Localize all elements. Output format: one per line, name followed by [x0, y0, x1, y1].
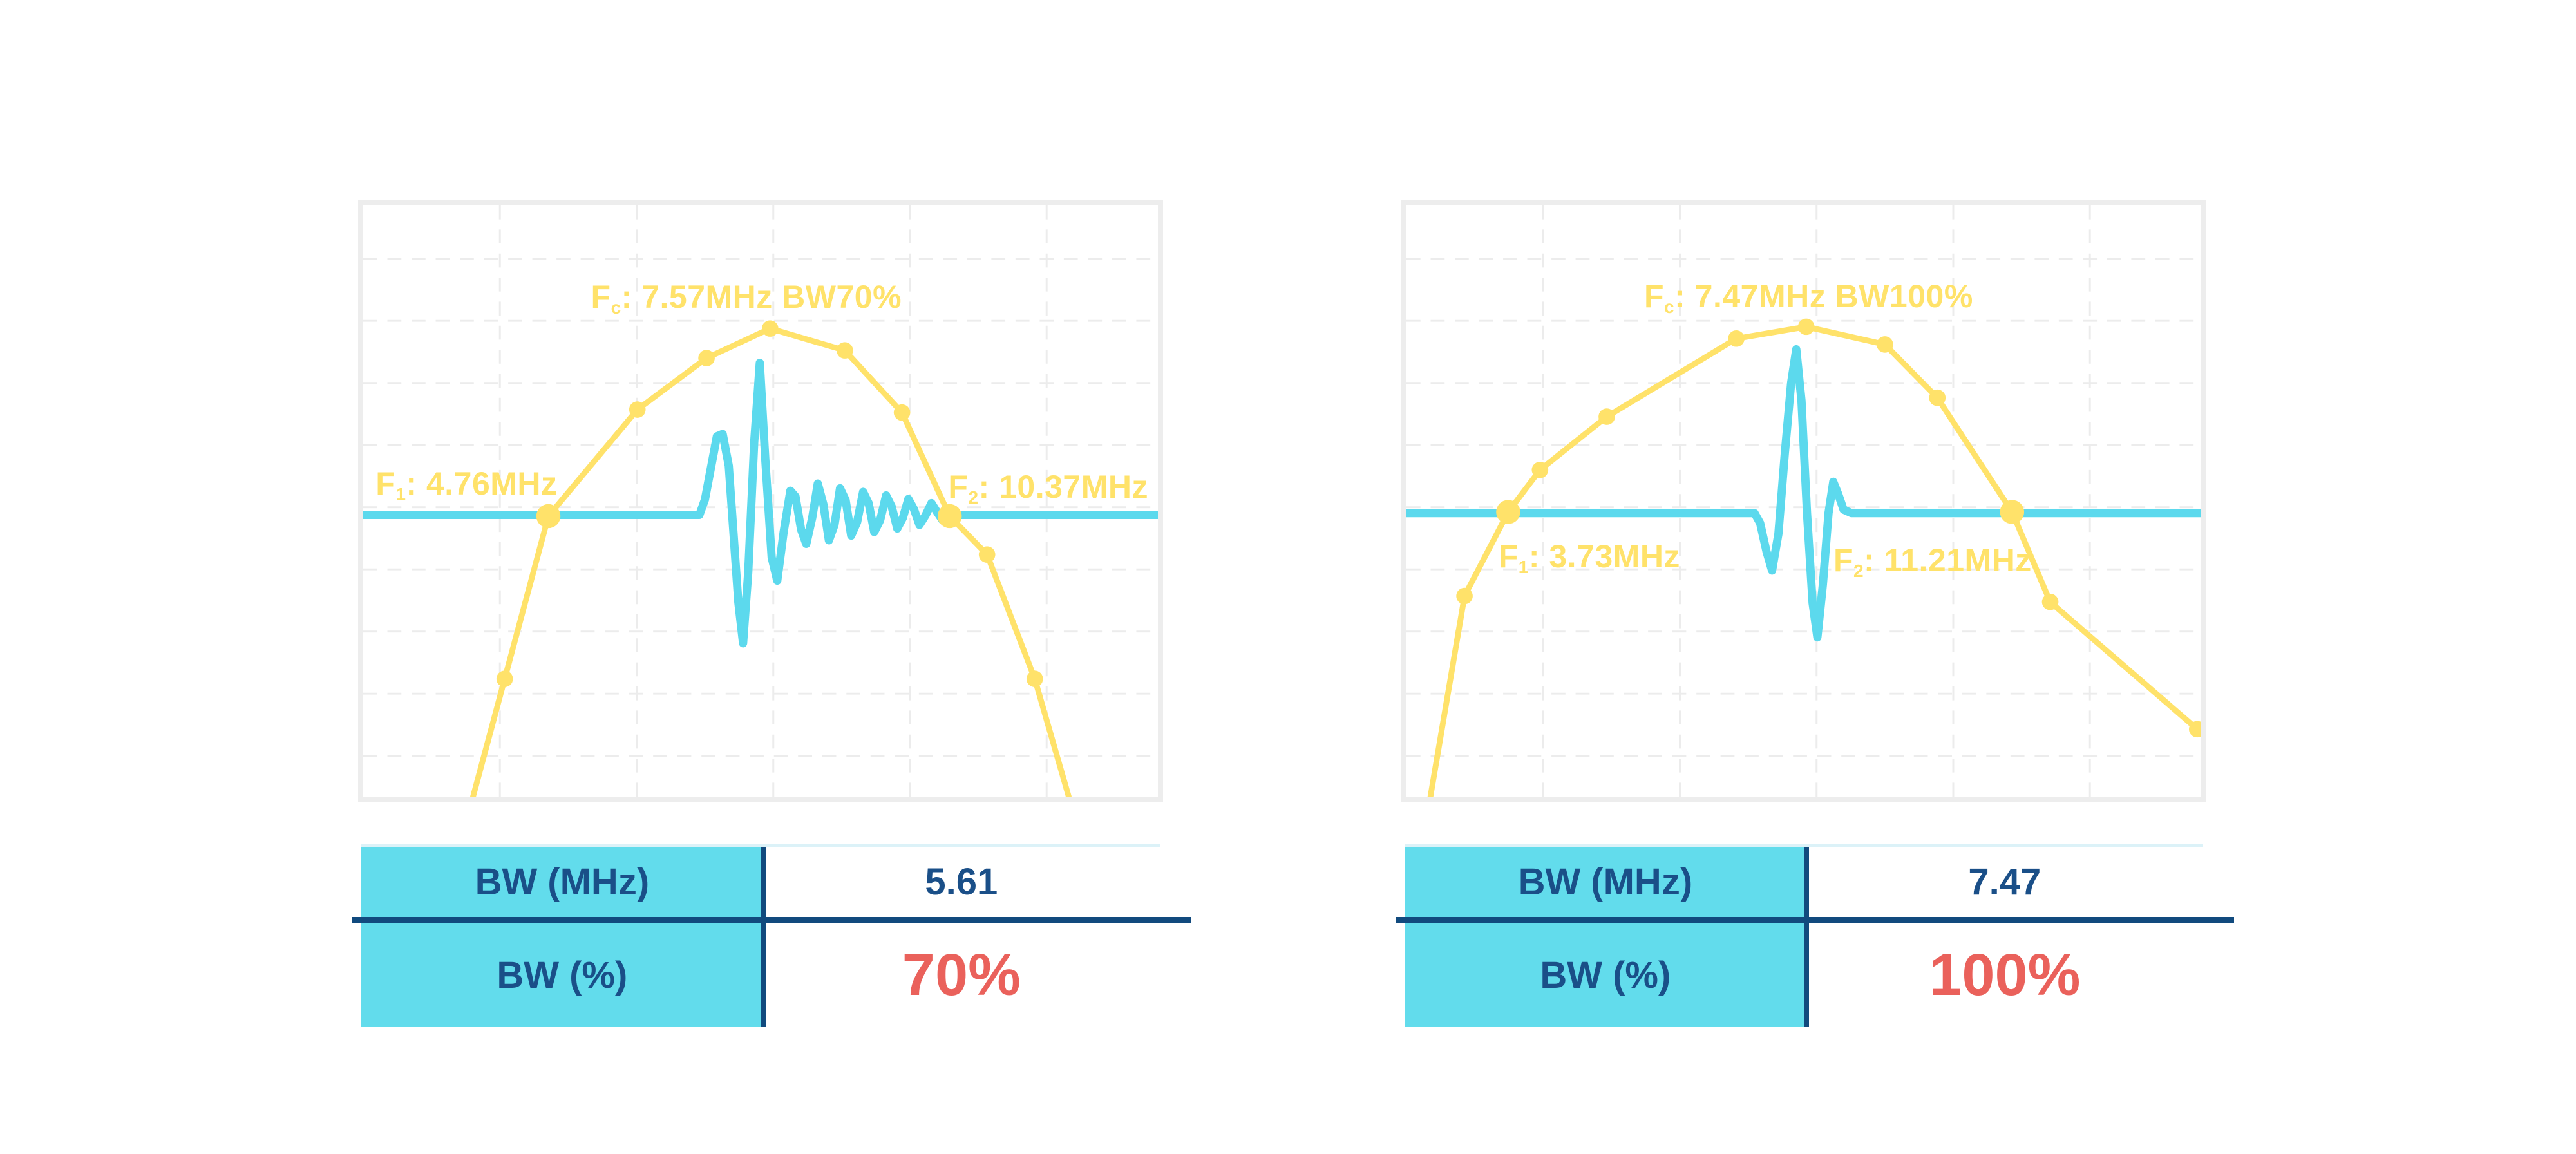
- bw-mhz-value-cell: 5.61: [762, 847, 1160, 917]
- pulse-waveform: [1406, 345, 2201, 642]
- pulse-waveform: [363, 359, 1158, 648]
- table-top-border: [361, 844, 1160, 847]
- f-symbol: F: [591, 278, 611, 315]
- data-point-dot: [1598, 408, 1615, 425]
- bw-table-70: BW (MHz) 5.61 BW (%) 70%: [352, 844, 1191, 1027]
- center-frequency-text: : 7.47MHz BW100%: [1674, 278, 1973, 314]
- f-subscript: 2: [968, 487, 979, 507]
- bandwidth-crossing-dot: [1496, 500, 1520, 524]
- f-symbol: F: [948, 468, 969, 505]
- bw-percent-label: BW (%): [497, 954, 628, 996]
- plot-svg: [363, 205, 1158, 797]
- f2-text: : 11.21MHz: [1864, 542, 2032, 579]
- data-point-dot: [2189, 721, 2201, 738]
- panel-bw70: Fc: 7.57MHz BW70% F1: 4.76MHz F2: 10.37M…: [352, 200, 1191, 1027]
- data-point-dot: [893, 404, 911, 421]
- bw-mhz-value-cell: 7.47: [1806, 847, 2203, 917]
- bw-percent-value-cell: 100%: [1806, 923, 2203, 1027]
- f-subscript: 1: [1518, 556, 1529, 577]
- data-point-dot: [629, 401, 646, 418]
- f2-text: : 10.37MHz: [978, 468, 1148, 505]
- bw-mhz-label: BW (MHz): [1518, 861, 1693, 903]
- spectrum-chart-bw100: Fc: 7.47MHz BW100% F1: 3.73MHz F2: 11.21…: [1401, 200, 2206, 802]
- data-point-dot: [1929, 389, 1946, 406]
- bw-mhz-label-cell: BW (MHz): [1405, 847, 1806, 917]
- f-symbol: F: [1643, 278, 1665, 314]
- f1-text: : 3.73MHz: [1528, 538, 1680, 574]
- table-top-border: [1405, 844, 2203, 847]
- data-point-dot: [761, 320, 779, 337]
- data-point-dot: [1797, 318, 1815, 336]
- panel-bw100: Fc: 7.47MHz BW100% F1: 3.73MHz F2: 11.21…: [1396, 200, 2234, 1027]
- bw-percent-value-cell: 70%: [762, 923, 1160, 1027]
- bw-percent-label-cell: BW (%): [1405, 923, 1806, 1027]
- data-point-dot: [496, 670, 513, 687]
- f1-label: F1: 4.76MHz: [375, 465, 558, 504]
- f-subscript: c: [611, 297, 621, 317]
- data-point-dot: [1877, 336, 1893, 353]
- center-frequency-text: : 7.57MHz BW70%: [621, 278, 902, 315]
- f-subscript: 2: [1853, 561, 1864, 582]
- plot-svg: [1406, 205, 2201, 797]
- bandwidth-crossing-dot: [2000, 500, 2025, 524]
- bw-mhz-value: 7.47: [1968, 861, 2041, 903]
- center-frequency-label: Fc: 7.57MHz BW70%: [591, 278, 902, 316]
- f-symbol: F: [1833, 542, 1854, 579]
- table-column-divider: [1803, 847, 1809, 1027]
- bw-percent-value: 100%: [1929, 941, 2081, 1008]
- data-point-dot: [836, 342, 853, 359]
- bw-percent-label: BW (%): [1540, 954, 1671, 996]
- spectrum-curve: [1427, 323, 2199, 797]
- f1-text: : 4.76MHz: [406, 465, 558, 502]
- f-symbol: F: [1498, 538, 1519, 574]
- center-frequency-label: Fc: 7.47MHz BW100%: [1643, 278, 1973, 317]
- data-point-dot: [1728, 330, 1745, 347]
- f2-label: F2: 10.37MHz: [948, 468, 1148, 506]
- table-divider-line: [1396, 917, 2234, 923]
- bw-percent-value: 70%: [902, 941, 1021, 1008]
- table-row: BW (%) 100%: [1405, 923, 2203, 1027]
- bw-table-100: BW (MHz) 7.47 BW (%) 100%: [1396, 844, 2234, 1027]
- table-column-divider: [760, 847, 766, 1027]
- table-row: BW (MHz) 5.61: [361, 847, 1160, 917]
- spectrum-chart-bw70: Fc: 7.57MHz BW70% F1: 4.76MHz F2: 10.37M…: [358, 200, 1163, 802]
- spectrum-curve: [470, 325, 1072, 797]
- data-point-dot: [978, 546, 996, 563]
- data-point-dot: [1026, 670, 1043, 687]
- f2-label: F2: 11.21MHz: [1833, 542, 2032, 582]
- bw-mhz-value: 5.61: [925, 861, 998, 903]
- table-divider-line: [352, 917, 1191, 923]
- data-point-dot: [698, 350, 715, 366]
- f-subscript: 1: [395, 484, 406, 504]
- bandwidth-crossing-dot: [937, 504, 962, 529]
- table-row: BW (MHz) 7.47: [1405, 847, 2203, 917]
- f-symbol: F: [375, 465, 396, 502]
- bw-mhz-label-cell: BW (MHz): [361, 847, 763, 917]
- bw-percent-label-cell: BW (%): [361, 923, 763, 1027]
- bw-mhz-label: BW (MHz): [475, 861, 650, 903]
- f1-label: F1: 3.73MHz: [1498, 538, 1680, 577]
- data-point-dot: [1531, 462, 1549, 478]
- bandwidth-crossing-dot: [536, 504, 561, 529]
- f-subscript: c: [1664, 296, 1675, 317]
- data-point-dot: [2041, 593, 2059, 610]
- table-row: BW (%) 70%: [361, 923, 1160, 1027]
- data-point-dot: [1456, 587, 1473, 605]
